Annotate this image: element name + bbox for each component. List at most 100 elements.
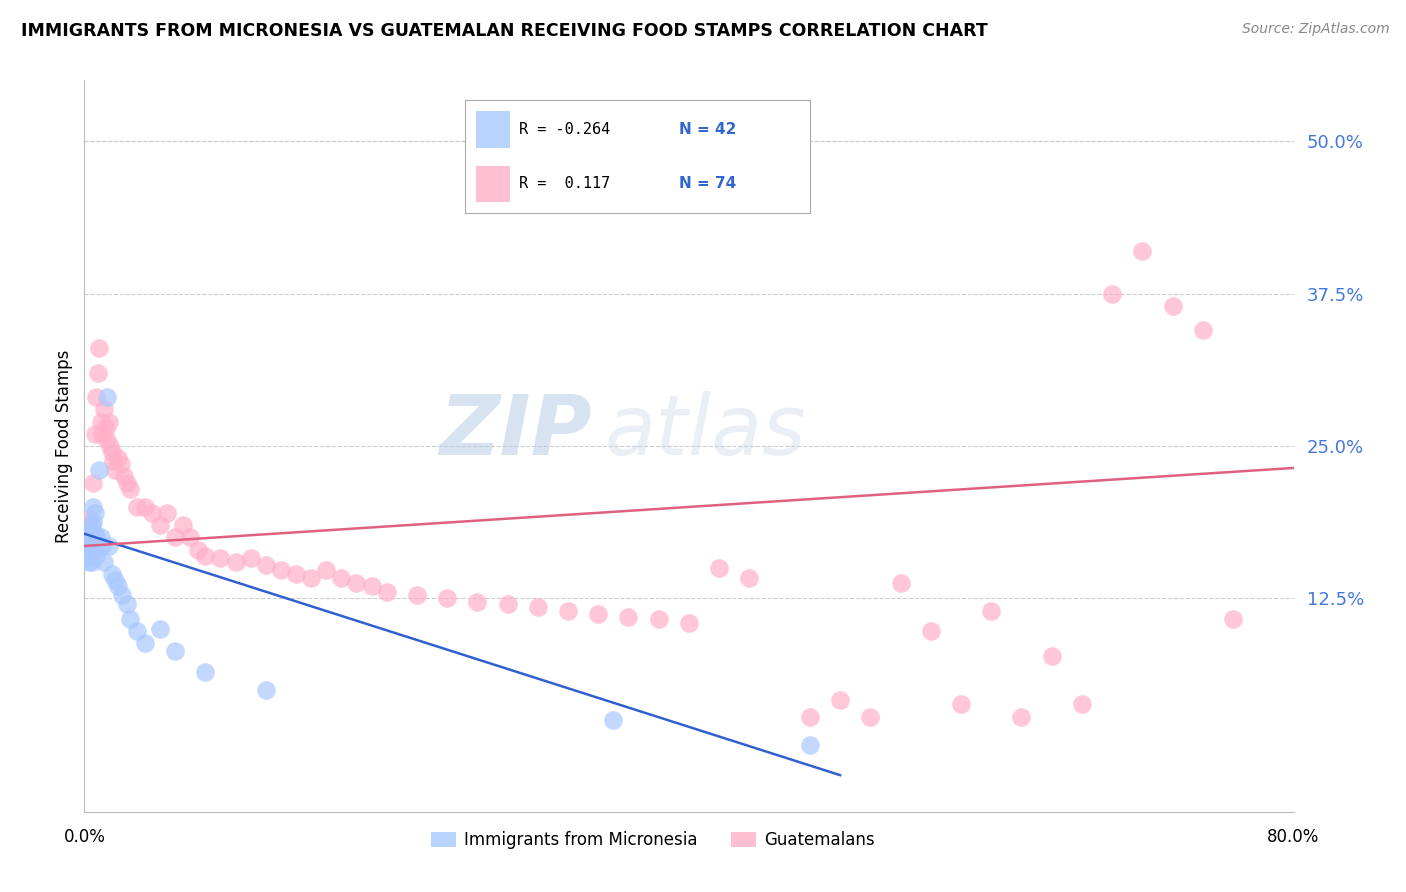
Point [602, 714, 624, 728]
Point [107, 579, 129, 593]
Point [738, 571, 761, 585]
Point [187, 542, 209, 557]
Point [141, 506, 163, 520]
Point [118, 612, 141, 626]
Point [1011, 709, 1033, 723]
Point [96, 390, 118, 404]
Point [165, 644, 187, 658]
Point [104, 573, 127, 587]
Point [76, 551, 98, 566]
Point [100, 567, 122, 582]
Point [406, 588, 429, 602]
Point [101, 453, 124, 467]
Legend: Immigrants from Micronesia, Guatemalans: Immigrants from Micronesia, Guatemalans [425, 825, 882, 856]
Point [360, 579, 382, 593]
Point [149, 622, 172, 636]
Point [86, 549, 108, 563]
Point [87, 539, 110, 553]
Point [118, 482, 141, 496]
Point [156, 506, 179, 520]
Point [104, 463, 127, 477]
Point [1071, 698, 1094, 712]
Point [830, 692, 852, 706]
Point [97, 415, 120, 429]
Point [76, 542, 98, 557]
Point [90, 415, 112, 429]
Point [77, 555, 100, 569]
Point [98, 439, 121, 453]
Point [299, 571, 322, 585]
Point [84, 506, 107, 520]
Point [75, 530, 97, 544]
Point [84, 426, 107, 441]
Point [82, 475, 104, 490]
Point [920, 624, 942, 639]
Point [93, 402, 115, 417]
Point [859, 709, 882, 723]
Point [111, 588, 134, 602]
Text: Source: ZipAtlas.com: Source: ZipAtlas.com [1241, 22, 1389, 37]
Point [79, 524, 101, 539]
Point [1040, 648, 1063, 663]
Point [254, 558, 277, 573]
Text: ZIP: ZIP [440, 391, 592, 472]
Point [75, 530, 97, 544]
Point [76, 534, 98, 549]
Point [330, 571, 353, 585]
Point [254, 682, 277, 697]
Point [127, 500, 149, 514]
Point [315, 563, 337, 577]
Point [617, 609, 640, 624]
Point [467, 595, 489, 609]
Point [80, 539, 103, 553]
Point [375, 585, 398, 599]
Point [496, 598, 519, 612]
Point [1101, 286, 1123, 301]
Point [86, 390, 108, 404]
Point [127, 624, 149, 639]
Point [346, 575, 368, 590]
Point [194, 665, 217, 679]
Point [270, 563, 292, 577]
Point [80, 536, 103, 550]
Point [77, 536, 100, 550]
Point [89, 463, 111, 477]
Point [107, 451, 129, 466]
Point [79, 534, 101, 549]
Point [588, 607, 610, 622]
Point [86, 530, 108, 544]
Point [799, 709, 821, 723]
Point [89, 342, 111, 356]
Point [172, 518, 194, 533]
Point [82, 515, 104, 529]
Point [134, 636, 156, 650]
Point [1192, 323, 1215, 337]
Point [84, 526, 107, 541]
Point [194, 549, 217, 563]
Point [75, 546, 97, 560]
Point [94, 421, 117, 435]
Point [209, 551, 232, 566]
Point [1130, 244, 1153, 258]
Point [93, 555, 115, 569]
Point [980, 604, 1002, 618]
Point [79, 546, 101, 560]
Point [1222, 612, 1244, 626]
Point [112, 469, 135, 483]
Point [1161, 299, 1184, 313]
Point [709, 561, 731, 575]
Point [179, 530, 201, 544]
Point [436, 591, 458, 606]
Point [97, 539, 120, 553]
Point [110, 458, 132, 472]
Point [91, 426, 114, 441]
Point [90, 530, 112, 544]
Point [96, 433, 118, 447]
Point [115, 598, 138, 612]
Point [75, 539, 97, 553]
Point [527, 599, 550, 614]
Point [134, 500, 156, 514]
Point [79, 524, 101, 539]
Point [648, 612, 671, 626]
Point [80, 555, 103, 569]
